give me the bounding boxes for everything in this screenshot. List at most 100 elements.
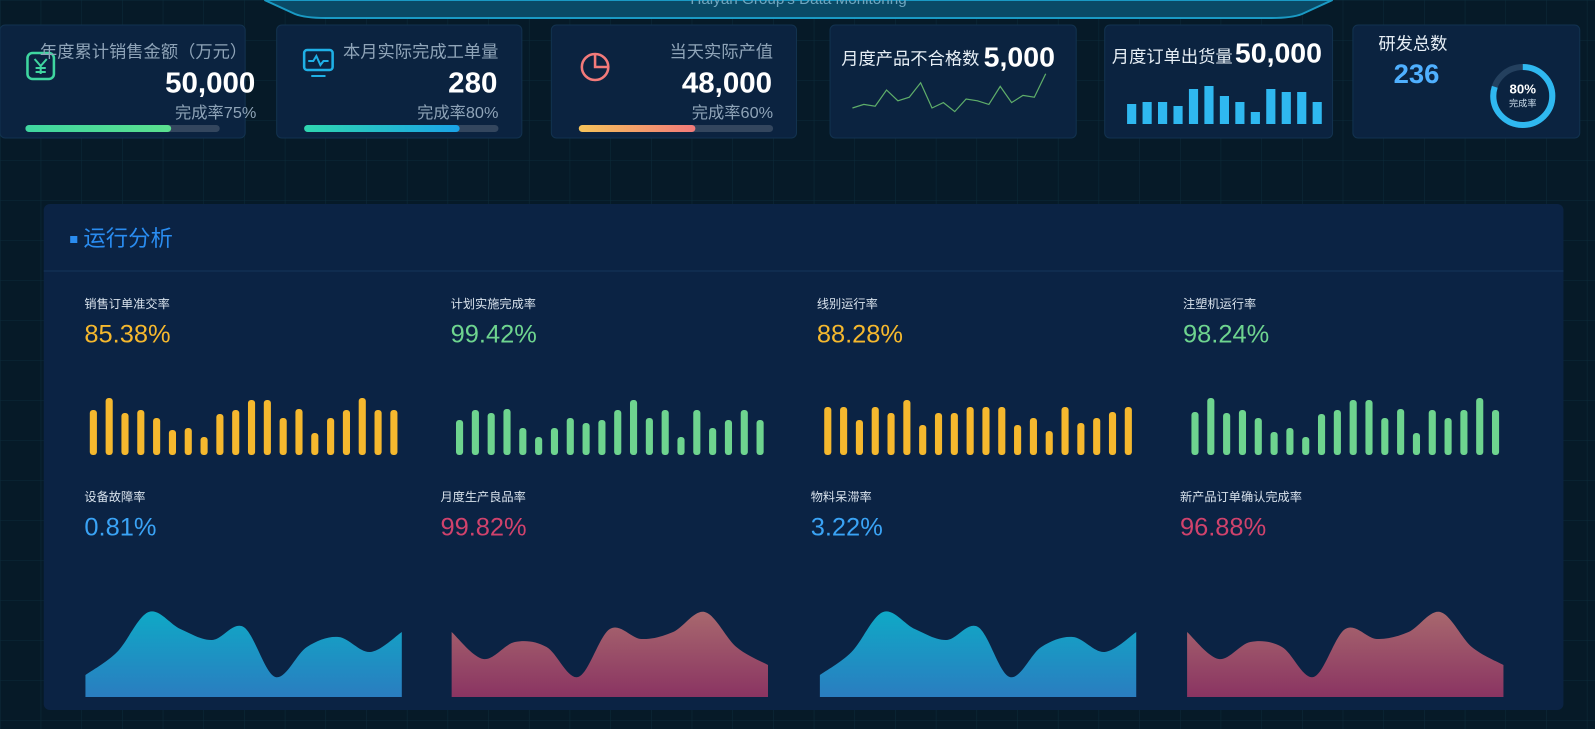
icon [593, 54, 609, 69]
progress-fill [578, 125, 696, 132]
bar [1223, 413, 1231, 455]
bar [184, 428, 192, 455]
bar [358, 398, 366, 455]
panel-title: 销售订单准交率 [84, 296, 169, 311]
panel-value: 88.28% [817, 321, 903, 349]
bar [1349, 400, 1357, 455]
panel-value: 99.42% [451, 321, 537, 349]
bar [998, 407, 1006, 455]
mini-title: 月度订单出货量 [1112, 47, 1233, 67]
bar [1397, 409, 1405, 455]
kpi-rate: 完成率80% [417, 104, 498, 122]
bar [1191, 412, 1199, 455]
bar [168, 430, 177, 455]
bar [1045, 431, 1053, 455]
panel-title: 注塑机运行率 [1183, 296, 1256, 311]
bar [982, 407, 990, 455]
section-title: 运行分析 [83, 226, 173, 251]
ring-arc [1490, 64, 1556, 128]
icon [33, 58, 48, 74]
kpi-rate: 完成率60% [692, 104, 773, 122]
bar [756, 420, 764, 455]
bar [661, 410, 669, 455]
bar [137, 410, 145, 455]
bar [503, 409, 511, 455]
bar [1124, 407, 1132, 455]
mini-value: 236 [1394, 58, 1440, 89]
header-bar [264, 0, 1333, 19]
kpi-card [550, 24, 797, 139]
bar [566, 418, 574, 455]
mini-card [1352, 24, 1581, 139]
bar [247, 400, 256, 455]
kpi-card [0, 24, 246, 139]
bar [311, 433, 319, 455]
bar [374, 410, 382, 455]
bar [966, 407, 974, 455]
bar [550, 428, 559, 455]
ring-label: 80% [1510, 82, 1537, 97]
bar [677, 437, 685, 455]
panel-title: 月度生产良品率 [440, 489, 525, 504]
kpi-title: 年度累计销售金额（万元） [40, 42, 247, 62]
bar [1476, 398, 1484, 455]
header-subtitle: Haiyan Group's Data Monitoring [690, 0, 906, 8]
bar [232, 410, 240, 455]
bar [582, 423, 590, 455]
bar [1077, 423, 1085, 455]
bar [1108, 412, 1117, 455]
mini-bar [1158, 102, 1168, 124]
panel-value: 85.38% [84, 321, 170, 349]
kpi-title: 本月实际完成工单量 [343, 42, 498, 62]
mini-bar [1250, 112, 1260, 124]
kpi-card [276, 24, 523, 139]
panel-value: 99.82% [440, 514, 526, 542]
bar [1428, 410, 1436, 455]
bar [153, 418, 161, 455]
bar [1412, 433, 1421, 455]
bar [934, 413, 943, 455]
bar [263, 400, 271, 455]
mini-bar [1127, 104, 1137, 124]
panel-value: 98.24% [1183, 321, 1269, 349]
mini-value: 50,000 [1235, 37, 1322, 69]
bar [1381, 418, 1389, 455]
bar [471, 410, 479, 455]
panel-title: 设备故障率 [84, 489, 145, 504]
mini-bar [1297, 92, 1307, 124]
kpi-value: 48,000 [682, 68, 772, 100]
mini-card [829, 24, 1077, 139]
mini-bar [1312, 102, 1322, 124]
bar [1093, 418, 1101, 455]
panel-title: 线别运行率 [817, 296, 878, 311]
mini-bar [1281, 92, 1291, 124]
kpi-rate: 完成率75% [175, 104, 256, 122]
panel-title: 新产品订单确认完成率 [1180, 489, 1302, 504]
bar [887, 413, 895, 455]
bar [121, 413, 129, 455]
analysis-panel [43, 204, 1564, 710]
title-marker [70, 236, 78, 243]
bar [629, 400, 638, 455]
bar [840, 407, 848, 455]
bar [709, 428, 717, 455]
bar [724, 420, 733, 455]
bar [598, 420, 606, 455]
bar [1317, 414, 1326, 455]
mini-bar [1173, 106, 1183, 124]
mini-bar [1235, 102, 1245, 124]
progress-fill [304, 125, 460, 132]
progress-fill [25, 125, 172, 132]
bar [919, 425, 927, 455]
bar [903, 400, 911, 455]
bar [1444, 418, 1452, 455]
mini-title: 月度产品不合格数 [841, 49, 979, 69]
mini-bar [1204, 86, 1214, 124]
bar [535, 437, 543, 455]
bar [871, 407, 879, 455]
area [451, 611, 769, 697]
bar [105, 398, 113, 455]
panel-title: 物料呆滞率 [811, 489, 872, 504]
bar [200, 437, 208, 455]
